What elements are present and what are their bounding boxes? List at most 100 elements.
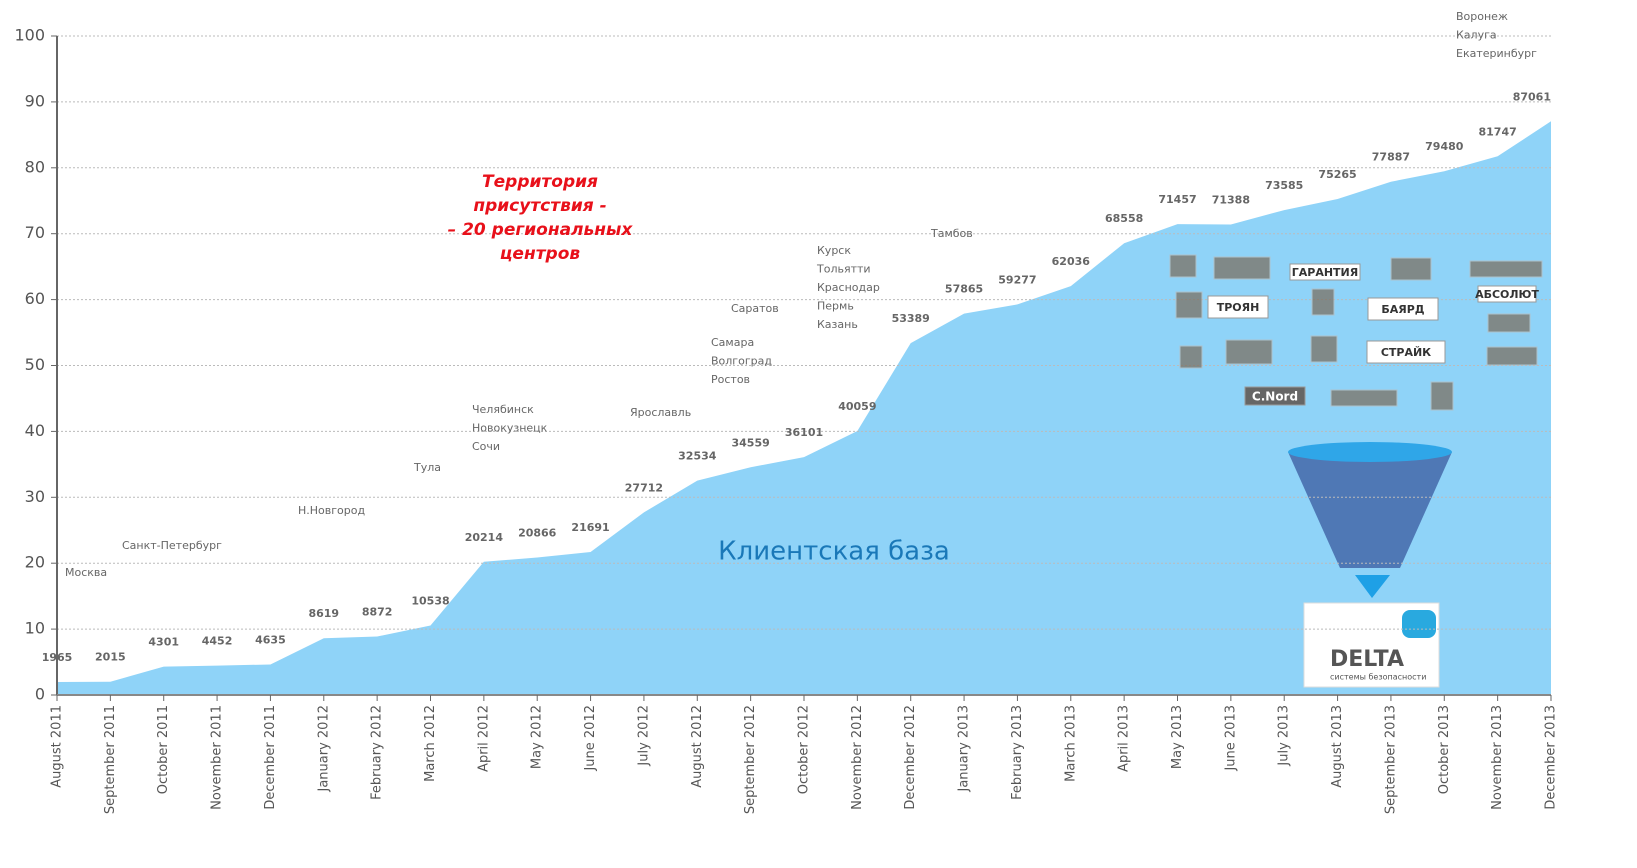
funnel-arrow <box>1355 575 1390 598</box>
x-tick-label: January 2013 <box>957 705 972 793</box>
x-tick-label: September 2012 <box>743 705 758 814</box>
value-label: 32534 <box>678 450 717 463</box>
logo-icon <box>1487 313 1531 333</box>
city-label: Самара <box>711 336 754 349</box>
city-label: Тамбов <box>930 227 973 240</box>
city-label: Санкт-Петербург <box>122 539 222 552</box>
x-tick-label: July 2012 <box>636 705 651 767</box>
x-tick-label: June 2013 <box>1223 705 1238 772</box>
x-tick-label: January 2012 <box>316 705 331 793</box>
y-tick-label: 50 <box>25 355 45 374</box>
logo-icon <box>1175 291 1203 319</box>
city-label: Новокузнецк <box>472 422 548 435</box>
x-tick-label: May 2013 <box>1170 705 1185 769</box>
value-label: 71457 <box>1158 193 1196 206</box>
highlight-text: присутствия - <box>473 196 606 216</box>
logo-icon <box>1390 257 1432 281</box>
logo <box>1477 285 1537 303</box>
value-label: 68558 <box>1105 212 1143 225</box>
logo-icon <box>1225 339 1273 365</box>
brand-tagline: системы безопасности <box>1330 673 1426 682</box>
funnel-top <box>1288 442 1452 462</box>
logo-text: ТРОЯН <box>1217 301 1260 314</box>
logo-icon <box>1169 254 1197 278</box>
city-label: Ярославль <box>630 406 691 419</box>
value-label: 73585 <box>1265 179 1303 192</box>
value-label: 36101 <box>785 426 823 439</box>
city-label: Казань <box>817 318 858 331</box>
city-label: Сочи <box>472 440 500 453</box>
x-tick-label: March 2013 <box>1063 705 1078 782</box>
logo-icon <box>1213 256 1271 280</box>
x-tick-label: June 2012 <box>583 705 598 772</box>
value-label: 34559 <box>732 436 770 449</box>
city-label: Тольятти <box>816 263 871 276</box>
logo <box>1367 297 1439 321</box>
value-label: 87061 <box>1513 90 1551 103</box>
logo-icon <box>1310 335 1338 363</box>
value-label: 77887 <box>1372 151 1410 164</box>
highlight-text: – 20 региональных <box>448 220 634 240</box>
city-label: Волгоград <box>711 355 772 368</box>
x-tick-label: December 2013 <box>1544 705 1559 810</box>
x-tick-label: July 2013 <box>1277 705 1292 767</box>
value-label: 81747 <box>1479 125 1517 138</box>
y-tick-label: 0 <box>35 685 45 704</box>
value-label: 4635 <box>255 633 286 646</box>
value-label: 2015 <box>95 651 126 664</box>
value-label: 8872 <box>362 606 393 619</box>
x-tick-label: September 2013 <box>1383 705 1398 814</box>
x-tick-label: August 2011 <box>50 705 65 788</box>
value-label: 71388 <box>1212 194 1250 207</box>
logo-text: C.Nord <box>1252 390 1298 404</box>
brand-icon <box>1402 610 1436 638</box>
y-tick-label: 70 <box>25 223 45 242</box>
value-label: 27712 <box>625 481 663 494</box>
logo-text: ГАРАНТИЯ <box>1292 266 1358 279</box>
value-label: 75265 <box>1318 168 1356 181</box>
logo-text: АБСОЛЮТ <box>1475 288 1539 301</box>
logo-text: БАЯРД <box>1381 303 1424 316</box>
value-label: 4301 <box>148 636 179 649</box>
y-tick-label: 100 <box>14 26 45 45</box>
logo-icon <box>1330 389 1398 407</box>
funnel <box>1288 452 1452 568</box>
x-tick-label: December 2011 <box>263 705 278 810</box>
brand-name: DELTA <box>1330 647 1404 672</box>
y-tick-label: 30 <box>25 487 45 506</box>
city-label: Тула <box>413 461 441 474</box>
x-tick-label: April 2012 <box>476 705 491 772</box>
value-label: 62036 <box>1052 255 1091 268</box>
x-tick-label: March 2012 <box>423 705 438 782</box>
x-tick-label: October 2012 <box>797 705 812 794</box>
x-tick-label: November 2013 <box>1490 705 1505 810</box>
city-label: Екатеринбург <box>1456 47 1537 60</box>
x-tick-label: October 2013 <box>1437 705 1452 794</box>
y-tick-label: 40 <box>25 421 45 440</box>
logo-icon <box>1311 288 1335 316</box>
logo-icon <box>1179 345 1203 369</box>
logo-text: СТРАЙК <box>1381 346 1431 359</box>
logo <box>1289 263 1361 281</box>
value-label: 20214 <box>465 531 504 544</box>
x-tick-label: November 2012 <box>850 705 865 810</box>
city-label: Краснодар <box>817 281 880 294</box>
x-tick-label: April 2013 <box>1117 705 1132 772</box>
x-tick-label: February 2013 <box>1010 705 1025 800</box>
x-tick-label: October 2011 <box>156 705 171 794</box>
value-label: 8619 <box>308 607 339 620</box>
city-label: Пермь <box>817 300 854 313</box>
y-tick-label: 20 <box>25 553 45 572</box>
y-tick-label: 80 <box>25 157 45 176</box>
value-label: 4452 <box>202 635 233 648</box>
logo <box>1244 386 1306 406</box>
y-tick-label: 90 <box>25 91 45 110</box>
x-tick-label: December 2012 <box>903 705 918 810</box>
logo <box>1207 295 1269 319</box>
y-tick-label: 10 <box>25 619 45 638</box>
city-label: Саратов <box>731 302 779 315</box>
city-label: Челябинск <box>472 403 534 416</box>
city-label: Москва <box>65 566 107 579</box>
value-label: 1965 <box>42 651 73 664</box>
